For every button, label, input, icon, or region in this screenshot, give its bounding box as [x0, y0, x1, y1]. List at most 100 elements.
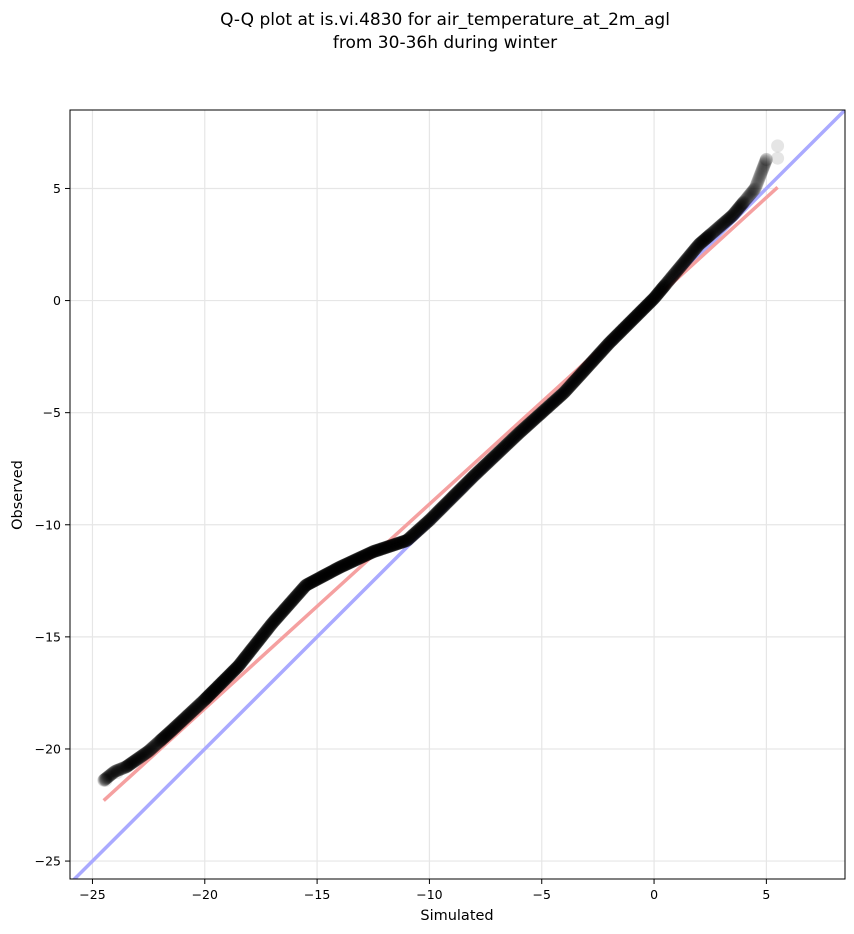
quantile-point	[191, 699, 205, 713]
quantile-point	[579, 362, 593, 376]
quantile-point	[274, 607, 288, 621]
quantile-point	[228, 663, 242, 677]
quantile-point	[574, 367, 588, 381]
quantile-point	[205, 686, 219, 700]
quantile-point	[357, 549, 371, 563]
quantile-point	[645, 293, 659, 307]
quantile-point	[277, 604, 291, 618]
quantile-point	[306, 574, 320, 588]
quantile-point	[748, 181, 762, 195]
quantile-point	[740, 191, 754, 205]
quantile-point	[594, 345, 608, 359]
quantile-point	[355, 550, 369, 564]
quantile-point	[117, 761, 131, 775]
quantile-point	[758, 157, 772, 171]
quantile-point	[158, 729, 172, 743]
quantile-point	[401, 532, 415, 546]
quantile-point	[347, 553, 361, 567]
quantile-point	[504, 434, 518, 448]
quantile-point	[319, 567, 333, 581]
quantile-point	[339, 558, 353, 572]
quantile-point	[690, 240, 704, 254]
quantile-point	[421, 514, 435, 528]
quantile-point	[557, 385, 571, 399]
quantile-point	[556, 387, 570, 401]
quantile-point	[509, 429, 523, 443]
quantile-point	[130, 752, 144, 766]
quantile-point	[647, 292, 661, 306]
quantile-point	[733, 199, 747, 213]
quantile-point	[477, 459, 491, 473]
quantile-point	[225, 665, 239, 679]
quantile-point	[351, 552, 365, 566]
quantile-point	[208, 683, 222, 697]
quantile-point	[305, 575, 319, 589]
quantile-point	[156, 732, 170, 746]
quantile-point	[670, 263, 684, 277]
quantile-point	[182, 707, 196, 721]
quantile-point	[99, 772, 113, 786]
quantile-point	[379, 540, 393, 554]
quantile-point	[206, 685, 220, 699]
quantile-point	[440, 496, 454, 510]
quantile-point	[223, 668, 237, 682]
x-tick-label: −20	[192, 887, 218, 902]
quantile-point	[522, 417, 536, 431]
quantile-point	[523, 416, 537, 430]
quantile-point	[298, 580, 312, 594]
quantile-point	[378, 541, 392, 555]
quantile-point	[729, 204, 743, 218]
quantile-point	[700, 230, 714, 244]
quantile-point	[683, 248, 697, 262]
quantile-point	[534, 406, 548, 420]
quantile-point	[721, 212, 735, 226]
quantile-point	[303, 576, 317, 590]
quantile-point	[152, 735, 166, 749]
quantile-point	[687, 243, 701, 257]
quantile-point	[757, 159, 771, 173]
quantile-point	[698, 232, 712, 246]
quantile-point	[209, 682, 223, 696]
quantile-point	[116, 761, 130, 775]
quantile-point	[251, 634, 265, 648]
quantile-point	[498, 440, 512, 454]
quantile-point	[439, 497, 453, 511]
quantile-point	[740, 192, 754, 206]
quantile-point	[454, 482, 468, 496]
quantile-point	[99, 771, 113, 785]
quantile-point	[609, 329, 623, 343]
quantile-point	[615, 323, 629, 337]
quantile-point	[212, 679, 226, 693]
quantile-point	[754, 166, 768, 180]
quantile-point	[759, 153, 773, 167]
quantile-point	[278, 601, 292, 615]
quantile-point	[749, 180, 763, 194]
quantile-point	[497, 441, 511, 455]
quantile-point	[750, 177, 764, 191]
quantile-point	[224, 667, 238, 681]
quantile-point	[179, 710, 193, 724]
quantile-point	[694, 236, 708, 250]
quantile-point	[265, 617, 279, 631]
quantile-point	[525, 414, 539, 428]
quantile-point	[124, 756, 138, 770]
quantile-point	[679, 253, 693, 267]
quantile-point	[730, 203, 744, 217]
quantile-point	[617, 321, 631, 335]
quantile-point	[592, 347, 606, 361]
quantile-point	[692, 238, 706, 252]
quantile-point	[441, 495, 455, 509]
quantile-point	[657, 279, 671, 293]
quantile-point	[633, 306, 647, 320]
quantile-point	[683, 249, 697, 263]
quantile-point	[424, 511, 438, 525]
quantile-point	[675, 258, 689, 272]
quantile-point	[276, 605, 290, 619]
quantile-point	[678, 254, 692, 268]
quantile-point	[485, 452, 499, 466]
quantile-point	[405, 529, 419, 543]
quantile-point	[677, 255, 691, 269]
quantile-point	[616, 322, 630, 336]
extreme-point	[110, 766, 124, 780]
quantile-point	[115, 761, 129, 775]
